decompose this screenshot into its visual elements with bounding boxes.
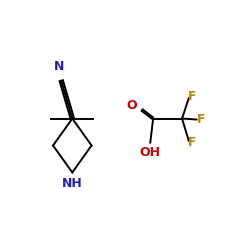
Text: NH: NH <box>62 177 83 190</box>
Text: N: N <box>54 60 64 73</box>
Text: F: F <box>188 136 196 149</box>
Text: O: O <box>127 98 137 112</box>
Text: OH: OH <box>140 146 161 160</box>
Text: F: F <box>196 113 205 126</box>
Text: F: F <box>188 90 196 103</box>
